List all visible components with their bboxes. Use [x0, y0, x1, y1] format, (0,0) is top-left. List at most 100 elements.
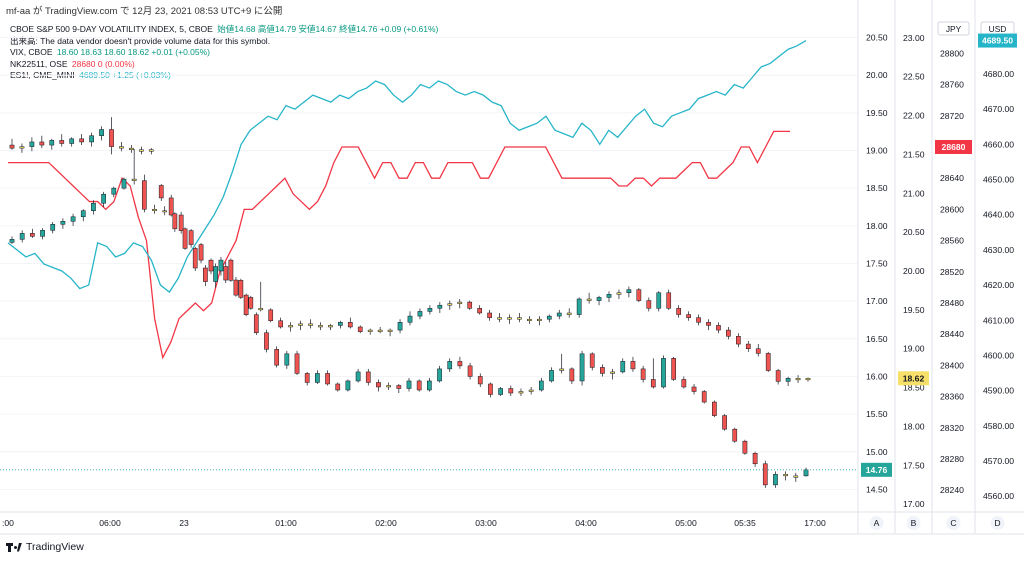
legend-row-nk[interactable]: NK22511, OSE 28680 0 (0.00%)	[10, 59, 438, 71]
vix9d-candle-candle	[579, 353, 585, 382]
tradingview-wordmark: TradingView	[26, 541, 84, 553]
vix-candle-candle	[626, 289, 632, 294]
vix9d-candle-candle	[640, 368, 646, 380]
vix9d-candle-candle	[457, 361, 463, 367]
vix-candle-candle	[268, 309, 274, 322]
vix9d-candle-candle	[70, 216, 76, 222]
vix9d-candle-candle	[294, 353, 300, 374]
time-label: :00	[2, 518, 14, 528]
vix9d-candle-candle	[172, 213, 178, 230]
vix9d-candle-candle	[355, 371, 361, 382]
vix9d-candle-candle	[141, 180, 147, 210]
vix-candle-candle	[367, 329, 373, 332]
time-label: 05:00	[675, 518, 697, 528]
vix-candle-candle	[278, 320, 283, 328]
vix-candle-candle	[576, 298, 582, 315]
chart-canvas[interactable]: 20.50 20.00 19.50 19.00 18.50 18.00 17.50 17.00…	[0, 0, 1024, 541]
scale-d-tick: 4670.00	[983, 104, 1014, 114]
vix-candle-candle	[676, 308, 681, 315]
scale-b-tick: 23.00	[903, 33, 925, 43]
vix9d-candle-candle	[243, 294, 249, 315]
vix9d-candle-candle	[773, 474, 778, 486]
vix-candle-candle	[129, 147, 134, 150]
scale-d-tick: 4600.00	[983, 350, 1014, 360]
vix-candle-candle	[338, 322, 343, 326]
vix-candle-candle	[537, 318, 542, 322]
vix9d-candle-candle	[722, 415, 727, 430]
vix9d-candle-candle	[60, 221, 66, 225]
vix-candle-candle	[387, 329, 393, 332]
scale-a-tick: 20.00	[866, 70, 888, 80]
price-scales[interactable]: 20.50 20.00 19.50 19.00 18.50 18.00 17.50 17.00…	[866, 21, 1015, 530]
scale-d-tick: 4630.00	[983, 245, 1014, 255]
vix9d-candle-candle	[650, 379, 656, 388]
publish-caption: mf-aa が TradingView.com で 12月 23, 2021 0…	[6, 6, 283, 17]
vix-candle-candle	[457, 301, 463, 304]
time-axis[interactable]: :00 06:00 23 01:00 02:00 03:00 04:00 05:00 05:35…	[2, 518, 826, 528]
vix-candle-candle	[109, 129, 114, 147]
vix-candle-candle	[666, 292, 672, 309]
vix-candle-candle	[467, 301, 473, 309]
scale-c-tick: 28640	[940, 173, 964, 183]
vix9d-candle-candle	[427, 380, 432, 391]
price-tag-vix9d-label: 14.76	[866, 465, 888, 475]
time-label: 06:00	[99, 518, 121, 528]
vix9d-candle-candle	[589, 353, 595, 368]
vix9d-candle-candle	[467, 365, 473, 377]
scale-a-tick: 15.00	[866, 447, 888, 457]
vix-candle-candle	[158, 185, 164, 199]
vix9d-candle-candle	[620, 361, 626, 373]
vix-candle-candle	[39, 141, 45, 146]
vix-candle-candle	[586, 298, 592, 301]
vix9d-candle-candle	[152, 208, 157, 211]
vix-candle-candle	[785, 378, 791, 382]
scale-d-tick: 4610.00	[983, 315, 1014, 325]
vix9d-candle-candle	[264, 332, 269, 350]
scale-a-tick: 17.00	[866, 296, 888, 306]
scale-a-tick: 16.00	[866, 371, 888, 381]
scale-c-tick: 28320	[940, 423, 964, 433]
scale-c-tick: 28480	[940, 298, 964, 308]
scale-c-tick: 28560	[940, 236, 964, 246]
vix9d-candle-candle	[732, 428, 738, 442]
legend-row-vix9d[interactable]: CBOE S&P 500 9-DAY VOLATILITY INDEX, 5, …	[10, 24, 438, 36]
vix9d-candle-candle	[376, 382, 381, 388]
vix9d-candle-candle	[111, 187, 117, 195]
vix-candle-candle	[228, 259, 234, 281]
vix-candle-candle	[477, 308, 482, 314]
scale-d-tick: 4580.00	[983, 421, 1014, 431]
vix9d-candle-candle	[538, 380, 544, 391]
legend-symbol-vix9d[interactable]: CBOE S&P 500 9-DAY VOLATILITY INDEX, 5, …	[10, 24, 213, 34]
scale-b-tick: 18.00	[903, 421, 925, 431]
vix9d-candle-candle	[101, 193, 106, 204]
chart-grid	[0, 37, 858, 490]
chart-series	[0, 39, 858, 488]
scale-letter-badge	[946, 516, 961, 530]
scale-d-tick: 4620.00	[983, 280, 1014, 290]
vix-candle-candle	[656, 292, 662, 309]
legend-symbol-vix[interactable]: VIX, CBOE	[10, 47, 53, 57]
vix9d-candle-candle	[610, 371, 615, 374]
vix-candle-candle	[706, 322, 711, 326]
vix9d-candle-candle	[80, 210, 86, 218]
price-tag-vix	[898, 371, 929, 386]
legend-symbol-nk[interactable]: NK22511, OSE	[10, 58, 68, 69]
time-label: 03:00	[475, 518, 497, 528]
scale-b-tick: 19.00	[903, 344, 925, 354]
legend-row-vix[interactable]: VIX, CBOE 18.60 18.63 18.60 18.62 +0.01 …	[10, 47, 438, 59]
scale-letter: C	[950, 518, 956, 528]
vix-candle-candle	[596, 297, 602, 301]
vix9d-candle-candle	[131, 178, 137, 181]
vix-candle-candle	[188, 230, 194, 245]
vix9d-candle-candle	[304, 373, 310, 383]
vix9d-candle-candle	[253, 314, 259, 334]
vix9d-candle-candle	[477, 376, 483, 385]
scale-c-tick: 28280	[940, 454, 964, 464]
vix9d-candle-candle	[793, 475, 799, 478]
vix-candle-candle	[298, 323, 303, 326]
vix-candle-candle	[487, 312, 492, 318]
vix-candle-candle	[218, 259, 224, 272]
vix9d-candle-candle	[40, 230, 45, 237]
tradingview-logo[interactable]: TradingView	[6, 541, 84, 553]
es-mini-line	[7, 39, 807, 294]
